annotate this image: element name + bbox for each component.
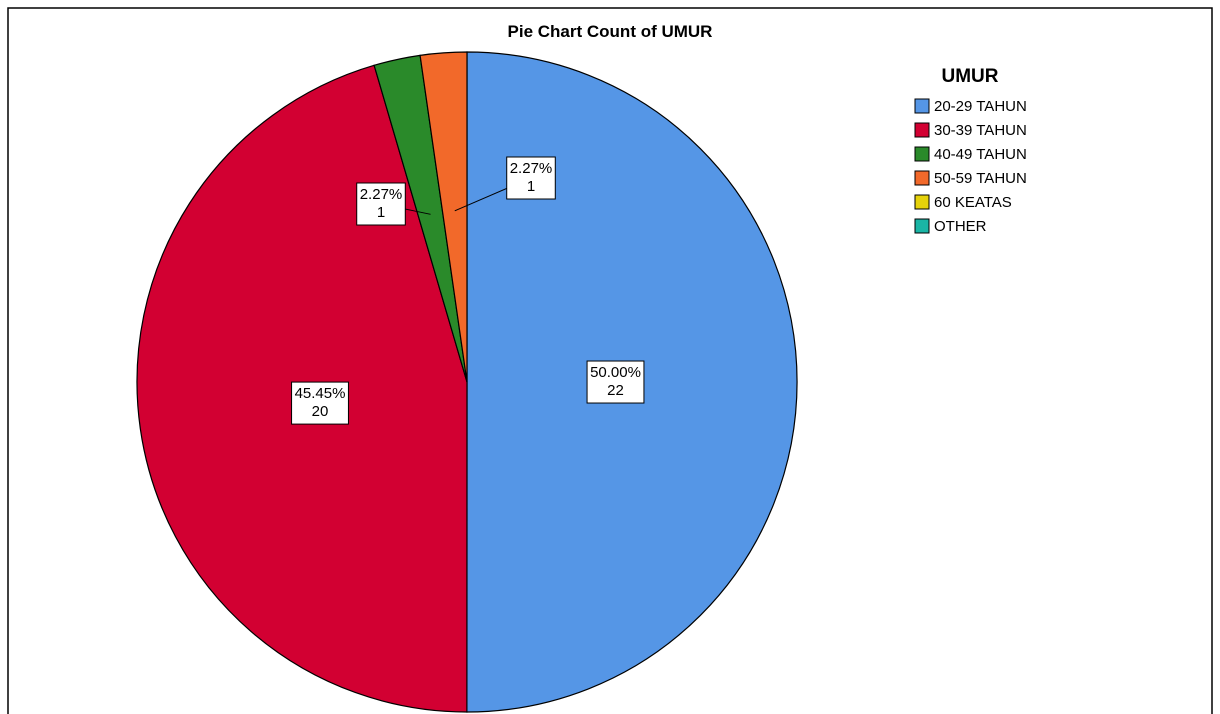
legend-label: OTHER [934,218,987,235]
data-label-box [356,182,406,226]
data-label: 2.27%1 [506,156,556,200]
data-label-percent: 45.45% [295,385,346,402]
data-label-count: 20 [312,403,329,420]
legend-swatch [914,218,930,234]
data-label-box [586,360,645,404]
pie-slice [419,51,468,383]
legend-label: 40-49 TAHUN [934,146,1027,163]
legend-swatch [914,146,930,162]
legend-title: UMUR [942,66,999,87]
legend-label: 20-29 TAHUN [934,98,1027,115]
chart-title: Pie Chart Count of UMUR [508,22,713,41]
data-label: 50.00%22 [586,360,645,404]
legend-swatch [914,170,930,186]
data-label-count: 22 [607,382,624,399]
legend-label: 30-39 TAHUN [934,122,1027,139]
data-label-count: 1 [377,204,385,221]
data-label-percent: 2.27% [360,186,403,203]
legend-label: 60 KEATAS [934,194,1012,211]
data-label-percent: 2.27% [510,160,553,177]
data-label: 2.27%1 [356,182,406,226]
legend-swatch [914,98,930,114]
data-label-box [506,156,556,200]
data-label-count: 1 [527,178,535,195]
legend-swatch [914,194,930,210]
legend-label: 50-59 TAHUN [934,170,1027,187]
data-label-percent: 50.00% [590,364,641,381]
legend-swatch [914,122,930,138]
data-label: 45.45%20 [291,381,349,425]
data-label-box [291,381,349,425]
